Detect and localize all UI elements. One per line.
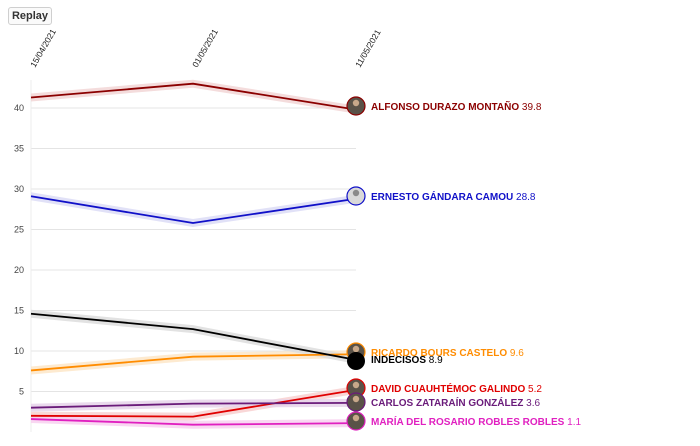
series-name: ERNESTO GÁNDARA CAMOU [371,190,513,203]
band-series-6 [31,398,356,412]
series-name: RICARDO BOURS CASTELO [371,348,507,359]
avatar-head-icon [352,395,360,403]
avatar-head-icon [352,99,360,107]
band-series-7 [31,415,356,429]
line-series-4 [30,312,357,361]
y-tick-label-40: 40 [14,103,24,113]
y-tick-label-30: 30 [14,184,24,194]
y-tick-label-15: 15 [14,306,24,316]
y-tick-label-35: 35 [14,144,24,154]
series-value: 3.6 [523,398,540,409]
series-name: DAVID CUAUHTÉMOC GALINDO [371,382,525,395]
series-name: CARLOS ZATARAÍN GONZÁLEZ [371,396,523,409]
band-series-2 [31,192,356,228]
line-series-3 [30,353,357,372]
series-label-3: RICARDO BOURS CASTELO 9.6 [371,348,524,359]
series-label-1: ALFONSO DURAZO MONTAÑO 39.8 [371,100,542,113]
end-label-7: MARÍA DEL ROSARIO ROBLES ROBLES 1.1 [346,411,581,431]
avatar-head-icon [352,345,360,353]
y-tick-label-20: 20 [14,265,24,275]
band-series-4 [31,309,356,364]
end-label-5: DAVID CUAUHTÉMOC GALINDO 5.2 [346,378,542,398]
series-value: 39.8 [519,102,542,113]
line-series-7 [30,418,357,426]
series-value: 8.9 [426,355,443,366]
end-label-1: ALFONSO DURAZO MONTAÑO 39.8 [346,96,542,116]
x-tick-label-3: 11/05/2021 [353,27,383,69]
line-series-2 [30,195,357,224]
line-series-1 [30,82,357,111]
line-series-6 [30,401,357,409]
series-value: 28.8 [513,192,536,203]
series-name: ALFONSO DURAZO MONTAÑO [371,100,519,113]
line-series-5 [30,388,357,418]
series-value: 9.6 [507,348,524,359]
series-label-7: MARÍA DEL ROSARIO ROBLES ROBLES 1.1 [371,415,581,428]
series-label-2: ERNESTO GÁNDARA CAMOU 28.8 [371,190,536,203]
avatar-head-icon [352,189,360,197]
series-value: 5.2 [525,384,542,395]
y-tick-label-5: 5 [19,387,24,397]
series-label-5: DAVID CUAUHTÉMOC GALINDO 5.2 [371,382,542,395]
x-tick-label-1: 15/04/2021 [28,27,58,69]
end-label-2: ERNESTO GÁNDARA CAMOU 28.8 [346,186,536,206]
y-tick-label-25: 25 [14,225,24,235]
band-series-1 [31,79,356,114]
series-name: MARÍA DEL ROSARIO ROBLES ROBLES [371,415,565,428]
end-label-4: INDECISOS 8.9 [347,352,443,370]
series-label-4: INDECISOS 8.9 [371,355,443,366]
y-tick-label-10: 10 [14,346,24,356]
series-label-6: CARLOS ZATARAÍN GONZÁLEZ 3.6 [371,396,541,409]
x-tick-label-2: 01/05/2021 [190,27,220,69]
avatar-head-icon [352,414,360,422]
series-name: INDECISOS [371,355,426,366]
marker-dot-indecisos [347,352,365,370]
end-label-6: CARLOS ZATARAÍN GONZÁLEZ 3.6 [346,392,541,412]
replay-button[interactable]: Replay [8,7,52,25]
series-value: 1.1 [564,417,581,428]
avatar-head-icon [352,381,360,389]
